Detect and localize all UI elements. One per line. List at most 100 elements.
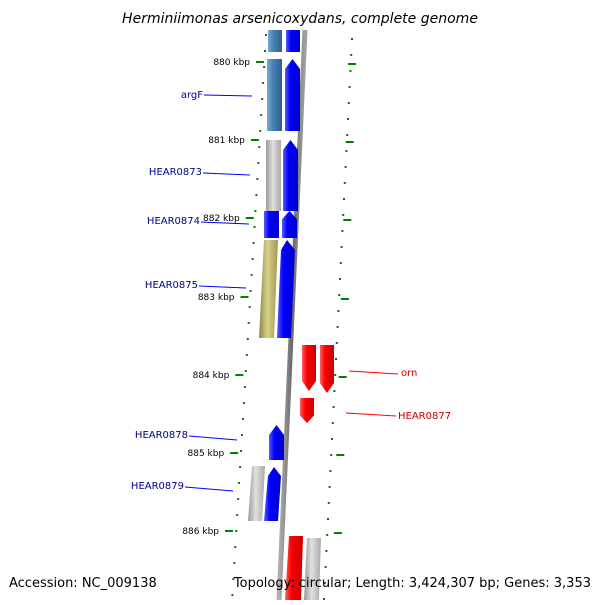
tick-mark bbox=[225, 530, 233, 532]
tick-mark bbox=[235, 374, 244, 376]
ring-dot bbox=[350, 54, 353, 56]
ring-dot bbox=[256, 178, 259, 180]
tick-mark bbox=[240, 296, 249, 298]
ring-dot bbox=[244, 370, 247, 372]
tick-mark bbox=[336, 454, 345, 456]
ring-dot bbox=[343, 198, 345, 200]
cog-box-HEAR0873[interactable] bbox=[266, 140, 281, 211]
cog-box-HEAR0879[interactable] bbox=[248, 466, 265, 521]
label-leader-line bbox=[203, 94, 253, 97]
gene-bottom-reverse[interactable] bbox=[285, 536, 303, 600]
label-leader-line bbox=[348, 370, 399, 375]
ring-dot bbox=[326, 534, 329, 536]
scale-ticks: 880 kbp 881 kbp 882 kbp 883 kbp 884 kbp 885 k… bbox=[182, 58, 356, 537]
ring-dot bbox=[232, 578, 235, 580]
ring-dot bbox=[264, 50, 266, 52]
gene-argF[interactable] bbox=[285, 59, 300, 131]
ring-dot bbox=[349, 70, 352, 72]
tick-mark bbox=[245, 217, 254, 219]
label-leader-line bbox=[200, 221, 250, 225]
ring-dot bbox=[347, 102, 350, 104]
tick-mark bbox=[340, 298, 349, 300]
label-leader-line bbox=[198, 285, 247, 289]
ring-dot bbox=[241, 434, 243, 436]
cog-box-bottom[interactable] bbox=[304, 538, 321, 600]
tick-mark bbox=[343, 219, 352, 221]
tick-label: 881 kbp bbox=[208, 136, 245, 146]
ring-dot bbox=[340, 246, 343, 248]
gene-label-HEAR0879[interactable]: HEAR0879 bbox=[131, 481, 184, 492]
ring-dot bbox=[249, 290, 252, 292]
gene-HEAR0877[interactable] bbox=[300, 398, 314, 423]
gene-HEAR0874[interactable] bbox=[282, 211, 297, 238]
ring-dot bbox=[263, 66, 266, 68]
ring-dot bbox=[327, 502, 330, 504]
ring-dot bbox=[335, 342, 338, 344]
gene-label-HEAR0874[interactable]: HEAR0874 bbox=[147, 216, 200, 227]
ring-dot bbox=[246, 338, 249, 340]
tick-mark bbox=[338, 376, 347, 378]
gene-orn[interactable] bbox=[302, 345, 316, 391]
tick-label: 883 kbp bbox=[198, 293, 235, 303]
ring-dot bbox=[334, 374, 337, 376]
ring-dot bbox=[242, 402, 245, 404]
label-leader-line bbox=[188, 435, 238, 441]
ring-dot bbox=[323, 598, 325, 600]
ring-dot bbox=[238, 482, 241, 484]
cog-box-orn[interactable] bbox=[320, 345, 334, 393]
ring-dot bbox=[260, 114, 263, 116]
ring-dot bbox=[258, 146, 261, 148]
ring-dot bbox=[344, 166, 347, 168]
ring-dot bbox=[251, 258, 254, 260]
ring-dot bbox=[235, 530, 238, 532]
ring-dot bbox=[242, 418, 244, 420]
ring-dot bbox=[331, 422, 334, 424]
ring-dot bbox=[239, 466, 242, 468]
ring-dot bbox=[248, 306, 251, 308]
ring-dot bbox=[259, 130, 262, 132]
gene-label-orn[interactable]: orn bbox=[401, 368, 417, 379]
tick-label: 882 kbp bbox=[203, 214, 240, 224]
gene-label-HEAR0877[interactable]: HEAR0877 bbox=[398, 411, 451, 422]
gene-HEAR0879[interactable] bbox=[264, 467, 281, 521]
tick-label: 880 kbp bbox=[213, 58, 250, 68]
ring-dot bbox=[342, 214, 345, 216]
ring-dot bbox=[236, 514, 239, 516]
ring-dot bbox=[247, 322, 250, 324]
cog-box-HEAR0875[interactable] bbox=[259, 240, 278, 338]
tick-label: 884 kbp bbox=[193, 371, 230, 381]
label-leader-line bbox=[345, 412, 397, 417]
gene-HEAR0878[interactable] bbox=[269, 425, 284, 460]
ring-dot bbox=[254, 210, 257, 212]
cog-box-argF[interactable] bbox=[267, 59, 282, 131]
ring-dot bbox=[250, 274, 253, 276]
gene-label-HEAR0878[interactable]: HEAR0878 bbox=[135, 430, 188, 441]
ring-dot bbox=[234, 546, 237, 548]
gene-label-HEAR0873[interactable]: HEAR0873 bbox=[149, 167, 202, 178]
content-rings bbox=[231, 34, 353, 600]
tick-mark bbox=[345, 141, 354, 143]
tick-label: 886 kbp bbox=[182, 527, 219, 537]
gene-HEAR0873[interactable] bbox=[283, 140, 298, 211]
gene-label-HEAR0875[interactable]: HEAR0875 bbox=[145, 280, 198, 291]
ring-dot bbox=[325, 550, 328, 552]
ring-dot bbox=[323, 582, 326, 584]
ring-dot bbox=[329, 470, 332, 472]
ring-dot bbox=[245, 354, 248, 356]
gene-HEAR0875[interactable] bbox=[277, 240, 295, 338]
ring-dot bbox=[330, 454, 333, 456]
label-leader-line bbox=[184, 486, 234, 492]
gene-label-argF[interactable]: argF bbox=[181, 90, 203, 101]
cog-box-top[interactable] bbox=[268, 30, 282, 52]
ring-dot bbox=[231, 594, 234, 596]
accession-text: Accession: NC_009138 bbox=[9, 576, 157, 591]
ring-dot bbox=[339, 278, 341, 280]
ring-dot bbox=[338, 294, 341, 296]
ring-dot bbox=[335, 358, 337, 360]
ring-dot bbox=[252, 242, 255, 244]
cog-box-HEAR0874[interactable] bbox=[264, 211, 279, 238]
gene-top-forward[interactable] bbox=[286, 30, 300, 52]
ring-dot bbox=[253, 226, 256, 228]
ring-dot bbox=[261, 98, 264, 100]
